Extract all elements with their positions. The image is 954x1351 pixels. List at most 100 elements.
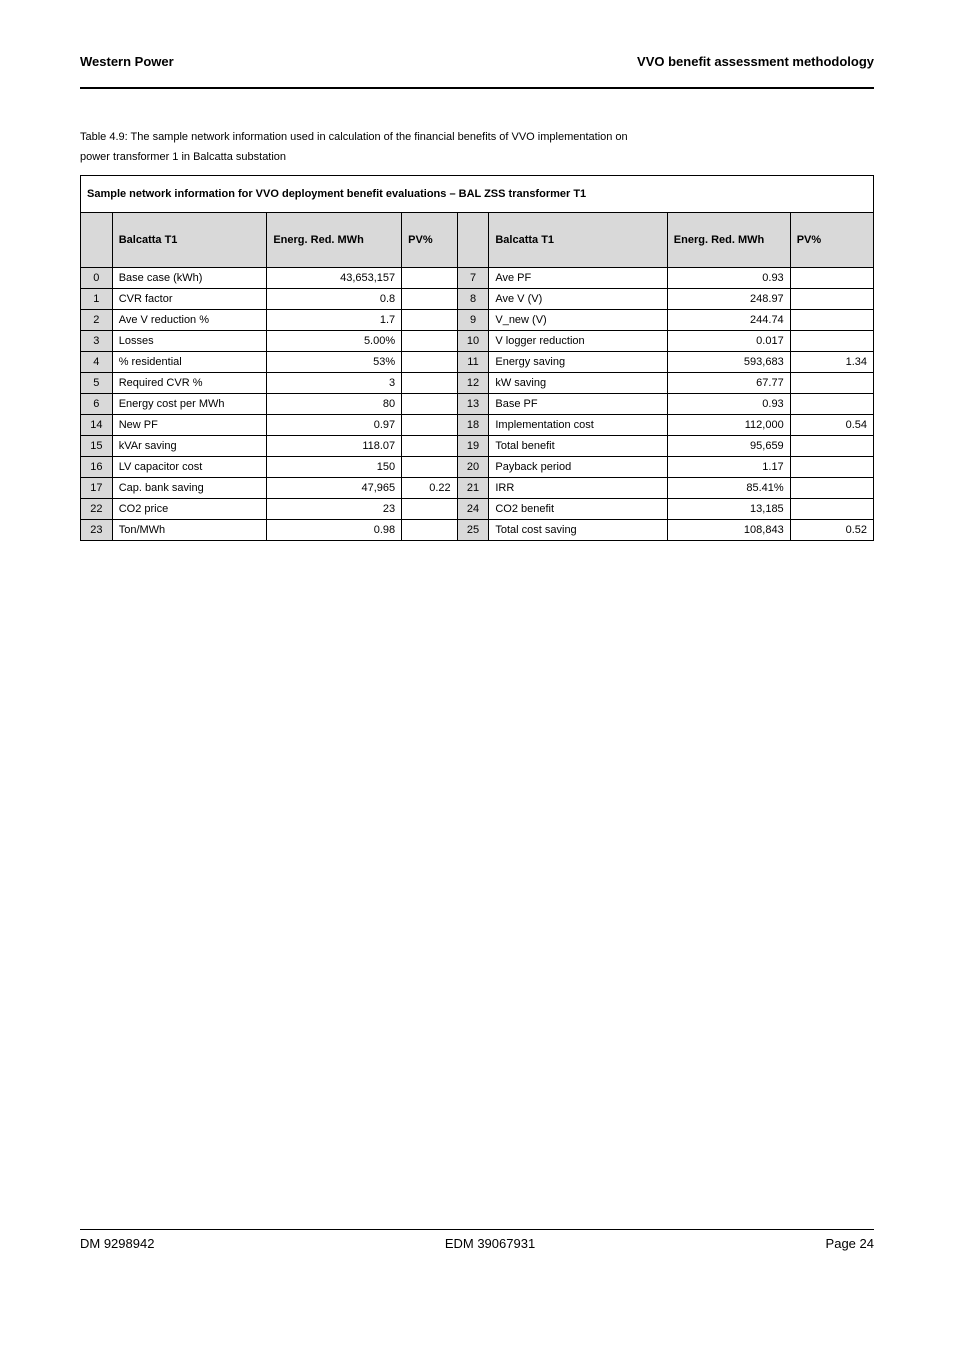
table-title: Sample network information for VVO deplo… [81,176,874,213]
table-row: 1 CVR factor 0.8 8 Ave V (V) 248.97 [81,289,874,310]
row-pv-r [790,499,873,520]
row-label-l: LV capacitor cost [112,457,267,478]
table-row: 4 % residential 53% 11 Energy saving 593… [81,352,874,373]
row-label-r: IRR [489,478,667,499]
row-val-l: 47,965 [267,478,402,499]
row-idx-r: 25 [457,520,489,541]
footer-rule [80,1229,874,1230]
row-val-r: 0.93 [667,268,790,289]
row-val-l: 0.97 [267,415,402,436]
row-pv-r [790,289,873,310]
row-val-r: 593,683 [667,352,790,373]
row-val-r: 112,000 [667,415,790,436]
benefits-table: Sample network information for VVO deplo… [80,175,874,541]
col-hdr-r0 [457,213,489,268]
row-label-r: Total cost saving [489,520,667,541]
col-hdr-l2: Energ. Red. MWh [267,213,402,268]
row-label-r: Base PF [489,394,667,415]
row-pv-r [790,268,873,289]
table-row: 0 Base case (kWh) 43,653,157 7 Ave PF 0.… [81,268,874,289]
table-row: 22 CO2 price 23 24 CO2 benefit 13,185 [81,499,874,520]
row-idx-l: 16 [81,457,113,478]
col-hdr-l1: Balcatta T1 [112,213,267,268]
row-idx-r: 20 [457,457,489,478]
row-idx-l: 6 [81,394,113,415]
row-pv-r [790,331,873,352]
row-idx-l: 22 [81,499,113,520]
row-val-r: 13,185 [667,499,790,520]
row-pv-l [402,520,458,541]
row-idx-l: 1 [81,289,113,310]
table-caption-line2: power transformer 1 in Balcatta substati… [80,151,874,163]
row-idx-r: 9 [457,310,489,331]
row-val-l: 23 [267,499,402,520]
header-rule [80,87,874,89]
row-label-r: Payback period [489,457,667,478]
row-val-l: 53% [267,352,402,373]
row-idx-l: 0 [81,268,113,289]
row-pv-r: 1.34 [790,352,873,373]
row-label-r: Implementation cost [489,415,667,436]
row-idx-r: 24 [457,499,489,520]
row-val-l: 80 [267,394,402,415]
footer-right: Page 24 [826,1236,874,1251]
table-row: 17 Cap. bank saving 47,965 0.22 21 IRR 8… [81,478,874,499]
footer-center: EDM 39067931 [445,1236,535,1251]
row-val-l: 1.7 [267,310,402,331]
row-idx-l: 2 [81,310,113,331]
row-val-r: 67.77 [667,373,790,394]
table-row: 14 New PF 0.97 18 Implementation cost 11… [81,415,874,436]
table-row: 15 kVAr saving 118.07 19 Total benefit 9… [81,436,874,457]
row-pv-l [402,415,458,436]
row-pv-r: 0.54 [790,415,873,436]
row-val-l: 5.00% [267,331,402,352]
row-pv-l [402,499,458,520]
row-label-l: Ave V reduction % [112,310,267,331]
table-row: 3 Losses 5.00% 10 V logger reduction 0.0… [81,331,874,352]
row-idx-r: 21 [457,478,489,499]
row-val-r: 248.97 [667,289,790,310]
col-hdr-r1: Balcatta T1 [489,213,667,268]
table-row: 6 Energy cost per MWh 80 13 Base PF 0.93 [81,394,874,415]
row-idx-r: 12 [457,373,489,394]
table-row: 23 Ton/MWh 0.98 25 Total cost saving 108… [81,520,874,541]
row-val-r: 244.74 [667,310,790,331]
page-header: Western Power VVO benefit assessment met… [80,54,874,69]
row-pv-l [402,457,458,478]
row-idx-r: 7 [457,268,489,289]
col-hdr-r2: Energ. Red. MWh [667,213,790,268]
row-label-r: Energy saving [489,352,667,373]
row-idx-l: 4 [81,352,113,373]
row-val-r: 0.93 [667,394,790,415]
row-val-l: 150 [267,457,402,478]
row-val-l: 43,653,157 [267,268,402,289]
col-hdr-l3: PV% [402,213,458,268]
row-idx-l: 14 [81,415,113,436]
row-pv-l [402,394,458,415]
row-label-r: V_new (V) [489,310,667,331]
row-val-l: 0.8 [267,289,402,310]
row-idx-r: 13 [457,394,489,415]
row-val-r: 108,843 [667,520,790,541]
table-row: 5 Required CVR % 3 12 kW saving 67.77 [81,373,874,394]
row-idx-r: 10 [457,331,489,352]
row-pv-r [790,373,873,394]
row-label-r: CO2 benefit [489,499,667,520]
table-row: 2 Ave V reduction % 1.7 9 V_new (V) 244.… [81,310,874,331]
row-label-r: kW saving [489,373,667,394]
row-label-r: Ave PF [489,268,667,289]
row-idx-l: 15 [81,436,113,457]
footer-left: DM 9298942 [80,1236,154,1251]
row-label-l: Energy cost per MWh [112,394,267,415]
row-idx-l: 23 [81,520,113,541]
header-left: Western Power [80,54,174,69]
row-pv-l [402,436,458,457]
page-footer: DM 9298942 EDM 39067931 Page 24 [80,1229,874,1251]
row-pv-l: 0.22 [402,478,458,499]
row-label-l: Base case (kWh) [112,268,267,289]
row-label-l: Required CVR % [112,373,267,394]
row-val-r: 1.17 [667,457,790,478]
row-pv-l [402,268,458,289]
row-pv-r [790,436,873,457]
row-pv-r [790,310,873,331]
